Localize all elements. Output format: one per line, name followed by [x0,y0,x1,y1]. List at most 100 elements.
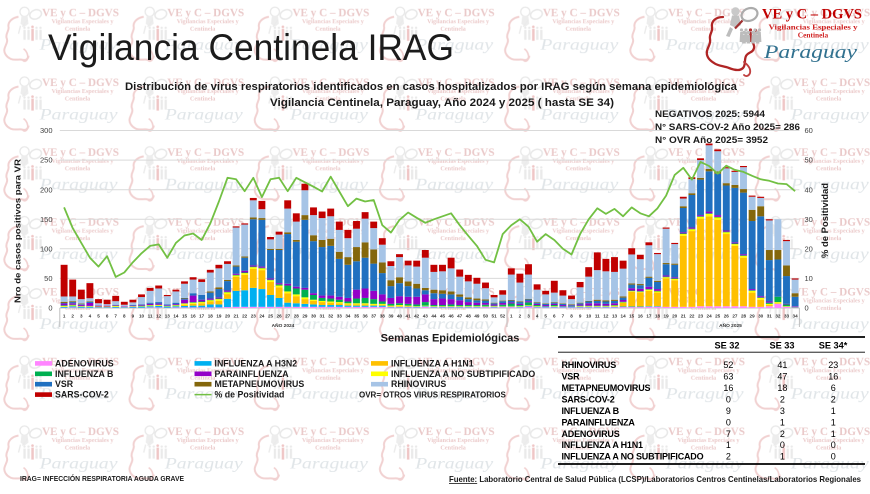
svg-text:6: 6 [553,314,556,319]
svg-text:12: 12 [603,314,609,319]
svg-text:46: 46 [449,314,455,319]
svg-text:7: 7 [726,429,731,439]
svg-text:3: 3 [527,314,530,319]
svg-text:1: 1 [510,314,513,319]
svg-text:48: 48 [466,314,472,319]
svg-text:7: 7 [562,314,565,319]
svg-text:29: 29 [750,314,756,319]
svg-text:0: 0 [831,440,836,450]
svg-text:30: 30 [758,314,764,319]
svg-text:INFLUENZA A NO SUBTIPIFICADO: INFLUENZA A NO SUBTIPIFICADO [391,369,535,379]
svg-text:51: 51 [492,314,498,319]
svg-text:100: 100 [40,244,53,253]
svg-text:9: 9 [132,314,135,319]
svg-text:5: 5 [544,314,547,319]
svg-text:Distribución de virus respirat: Distribución de virus respiratorios iden… [125,81,738,93]
svg-text:14: 14 [621,314,627,319]
svg-text:10: 10 [805,274,813,283]
svg-text:150: 150 [40,215,53,224]
svg-text:47: 47 [777,372,787,382]
svg-text:5: 5 [97,314,100,319]
svg-text:25: 25 [268,314,274,319]
svg-text:0: 0 [780,440,785,450]
svg-text:METAPNEUMOVIRUS: METAPNEUMOVIRUS [215,379,305,389]
svg-text:31: 31 [320,314,326,319]
svg-text:47: 47 [457,314,463,319]
svg-text:43: 43 [423,314,429,319]
svg-text:ADENOVIRUS: ADENOVIRUS [562,429,620,439]
svg-text:2: 2 [831,394,836,404]
svg-text:0: 0 [726,417,731,427]
svg-text:4: 4 [536,314,539,319]
svg-text:METAPNEUMOVIRUS: METAPNEUMOVIRUS [562,383,651,393]
svg-text:N° OVR Año 2025= 3952: N° OVR Año 2025= 3952 [655,134,768,145]
svg-text:6: 6 [831,383,836,393]
svg-text:38: 38 [380,314,386,319]
svg-text:63: 63 [723,372,733,382]
svg-text:15: 15 [629,314,635,319]
svg-text:21: 21 [234,314,240,319]
svg-text:16: 16 [723,383,733,393]
svg-text:OVR=: OVR= [359,391,381,400]
svg-text:41: 41 [406,314,412,319]
svg-text:27: 27 [285,314,291,319]
svg-text:SE 34*: SE 34* [819,340,848,350]
svg-text:33: 33 [784,314,790,319]
svg-text:33: 33 [337,314,343,319]
svg-text:60: 60 [805,126,813,135]
svg-text:30: 30 [311,314,317,319]
svg-text:14: 14 [173,314,179,319]
svg-text:36: 36 [363,314,369,319]
svg-text:26: 26 [277,314,283,319]
svg-text:26: 26 [724,314,730,319]
svg-text:1: 1 [831,429,836,439]
svg-text:N° SARS-COV-2 Año 2025= 286: N° SARS-COV-2 Año 2025= 286 [655,121,800,132]
svg-text:20: 20 [672,314,678,319]
svg-text:Semanas Epidemiológicas: Semanas Epidemiológicas [381,333,520,345]
svg-text:40: 40 [397,314,403,319]
svg-text:23: 23 [698,314,704,319]
svg-text:45: 45 [440,314,446,319]
svg-text:Vigilancia Centinela, Paraguay: Vigilancia Centinela, Paraguay, Año 2024… [270,97,614,109]
svg-text:2: 2 [71,314,74,319]
svg-text:30: 30 [805,215,813,224]
svg-text:INFLUENZA A H1N1: INFLUENZA A H1N1 [391,358,474,368]
svg-text:AÑO 2025: AÑO 2025 [719,322,742,329]
svg-text:40: 40 [805,185,813,194]
svg-text:SARS-COV-2: SARS-COV-2 [562,394,615,404]
svg-text:35: 35 [354,314,360,319]
svg-text:Vigilancia Centinela IRAG: Vigilancia Centinela IRAG [48,26,454,68]
svg-text:20: 20 [225,314,231,319]
svg-text:16: 16 [828,372,838,382]
svg-text:3: 3 [780,406,785,416]
svg-text:18: 18 [655,314,661,319]
svg-text:0: 0 [726,394,731,404]
svg-text:16: 16 [638,314,644,319]
svg-text:50: 50 [805,156,813,165]
svg-text:INFLUENZA B: INFLUENZA B [55,369,113,379]
svg-text:13: 13 [612,314,618,319]
svg-text:17: 17 [199,314,205,319]
svg-text:AÑO 2024: AÑO 2024 [272,322,295,329]
svg-text:34: 34 [345,314,351,319]
svg-text:RHINOVIRUS: RHINOVIRUS [391,379,446,389]
svg-text:24: 24 [259,314,265,319]
svg-text:22: 22 [242,314,248,319]
svg-text:1: 1 [63,314,66,319]
svg-text:4: 4 [89,314,92,319]
svg-text:1: 1 [780,417,785,427]
svg-text:19: 19 [664,314,670,319]
svg-text:17: 17 [646,314,652,319]
svg-text:Centinela: Centinela [798,31,829,40]
svg-text:37: 37 [371,314,377,319]
svg-text:52: 52 [723,360,733,370]
svg-text:250: 250 [40,156,53,165]
svg-text:VSR: VSR [55,379,74,389]
svg-text:IRAG= INFECCIÓN RESPIRATORIA A: IRAG= INFECCIÓN RESPIRATORIA AGUDA GRAVE [20,474,184,483]
svg-text:Fuente: Laboratorio Central de: Fuente: Laboratorio Central de Salud Púb… [449,475,861,484]
svg-text:27: 27 [732,314,738,319]
svg-text:28: 28 [294,314,300,319]
svg-text:31: 31 [767,314,773,319]
svg-text:Paraguay: Paraguay [763,42,858,63]
svg-text:34: 34 [793,314,799,319]
